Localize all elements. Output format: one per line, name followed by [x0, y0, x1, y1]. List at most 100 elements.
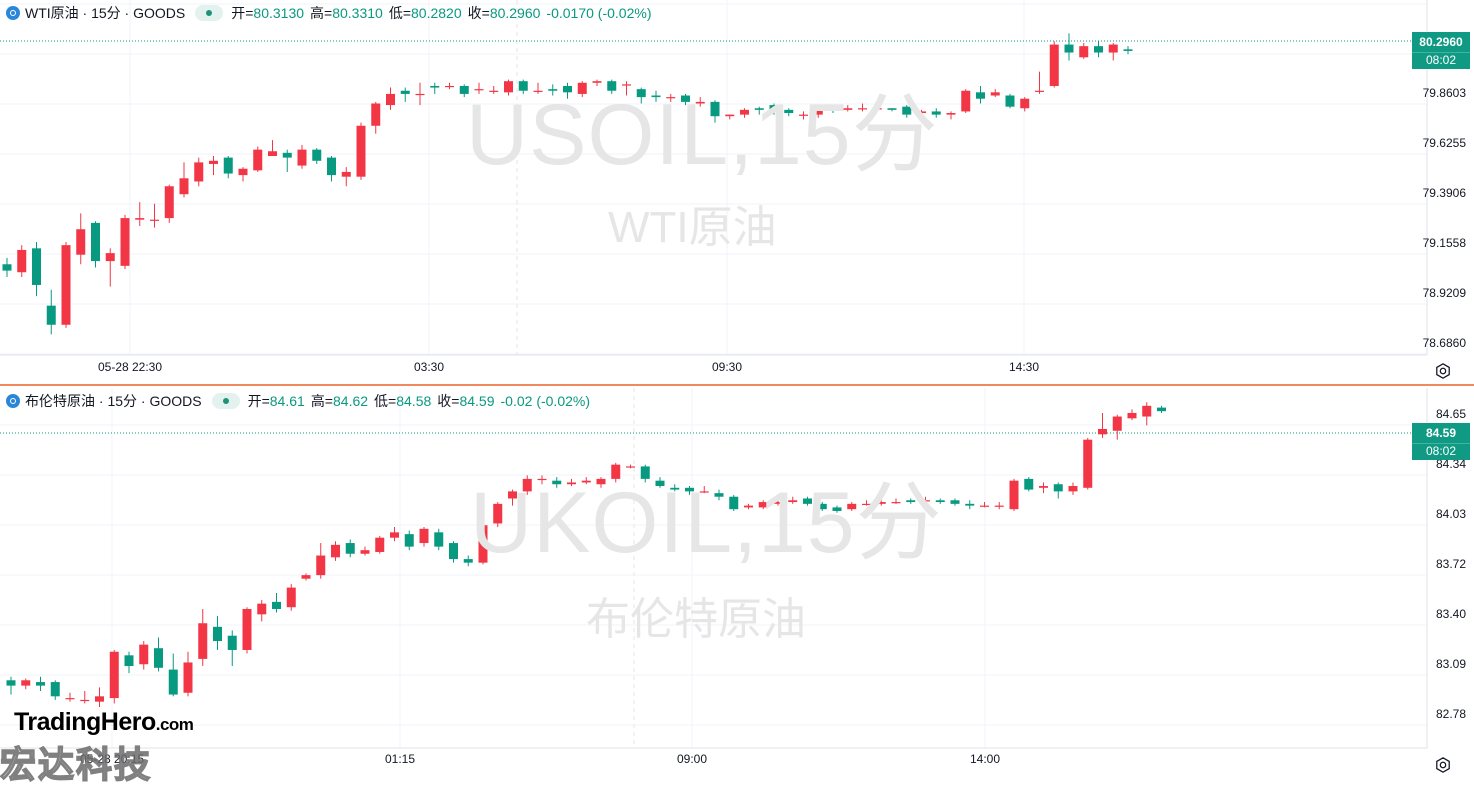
candle[interactable]: [533, 82, 543, 94]
candle[interactable]: [931, 108, 941, 118]
candle[interactable]: [950, 498, 960, 506]
candle[interactable]: [876, 498, 886, 506]
candle[interactable]: [522, 475, 532, 495]
candle[interactable]: [489, 85, 499, 94]
market-status-icon[interactable]: [211, 393, 240, 409]
candle[interactable]: [272, 592, 281, 613]
candle[interactable]: [80, 690, 90, 704]
candle[interactable]: [666, 93, 676, 102]
wti-candlestick-chart[interactable]: [0, 0, 1474, 384]
candle[interactable]: [1142, 402, 1152, 426]
candle[interactable]: [341, 167, 351, 187]
candle[interactable]: [242, 607, 252, 654]
candle[interactable]: [434, 528, 444, 551]
candle[interactable]: [17, 245, 27, 277]
candle[interactable]: [592, 79, 602, 86]
candle[interactable]: [685, 486, 694, 495]
candle[interactable]: [1020, 97, 1030, 112]
candle[interactable]: [139, 641, 149, 670]
candle[interactable]: [415, 82, 425, 106]
candle[interactable]: [921, 496, 930, 503]
candle[interactable]: [1098, 412, 1107, 438]
candle[interactable]: [758, 500, 768, 510]
candle[interactable]: [906, 498, 916, 504]
candle[interactable]: [1039, 482, 1048, 494]
candle[interactable]: [994, 502, 1004, 510]
candle[interactable]: [567, 478, 576, 487]
candle[interactable]: [91, 221, 100, 268]
candle[interactable]: [917, 109, 926, 118]
candle[interactable]: [817, 502, 827, 511]
candle[interactable]: [902, 105, 912, 118]
candle[interactable]: [356, 122, 366, 180]
candle[interactable]: [109, 649, 119, 704]
candle[interactable]: [445, 82, 454, 90]
candle[interactable]: [223, 156, 233, 179]
candle[interactable]: [1083, 437, 1093, 490]
candle[interactable]: [965, 500, 975, 510]
candle[interactable]: [799, 111, 808, 120]
candle[interactable]: [695, 97, 705, 107]
candle[interactable]: [655, 477, 665, 488]
candle[interactable]: [813, 106, 823, 118]
candle[interactable]: [1024, 477, 1034, 492]
candle[interactable]: [887, 108, 897, 112]
candle[interactable]: [740, 108, 749, 118]
candle[interactable]: [862, 500, 871, 506]
candle[interactable]: [150, 203, 159, 228]
candle[interactable]: [194, 157, 204, 187]
candle[interactable]: [1064, 33, 1074, 61]
candle[interactable]: [50, 680, 60, 700]
candle[interactable]: [980, 502, 989, 508]
candle[interactable]: [198, 608, 208, 667]
candle[interactable]: [312, 148, 322, 164]
candle[interactable]: [1009, 478, 1019, 511]
candle[interactable]: [828, 106, 838, 114]
candle[interactable]: [95, 687, 104, 708]
candle[interactable]: [375, 535, 385, 554]
candle[interactable]: [626, 464, 635, 469]
candle[interactable]: [478, 523, 488, 565]
candle[interactable]: [21, 678, 31, 690]
candle[interactable]: [474, 82, 484, 94]
candle[interactable]: [773, 500, 783, 506]
candle[interactable]: [253, 146, 263, 172]
candle[interactable]: [710, 100, 720, 123]
candle[interactable]: [179, 162, 189, 198]
candle[interactable]: [316, 543, 326, 579]
candle[interactable]: [1108, 42, 1118, 61]
candle[interactable]: [769, 103, 779, 115]
candle[interactable]: [622, 81, 631, 96]
candle[interactable]: [1035, 71, 1044, 94]
candle[interactable]: [46, 289, 56, 335]
candle[interactable]: [976, 85, 985, 104]
candle[interactable]: [891, 498, 901, 504]
symbol-icon[interactable]: [6, 6, 20, 20]
candle[interactable]: [61, 241, 71, 328]
candle[interactable]: [32, 241, 41, 297]
candle[interactable]: [990, 89, 1000, 98]
candle[interactable]: [1049, 41, 1059, 88]
candle[interactable]: [581, 477, 591, 485]
candle[interactable]: [282, 149, 292, 172]
candle[interactable]: [681, 93, 690, 106]
candle[interactable]: [725, 114, 735, 120]
candle[interactable]: [640, 464, 650, 483]
settings-gear-icon[interactable]: [1434, 362, 1452, 380]
candle[interactable]: [1094, 41, 1103, 58]
candle[interactable]: [1127, 409, 1137, 421]
symbol-label[interactable]: WTI原油 · 15分 · GOODS: [25, 5, 186, 21]
market-status-icon[interactable]: [195, 5, 224, 21]
candle[interactable]: [961, 89, 971, 114]
candle[interactable]: [1157, 405, 1166, 413]
candle[interactable]: [238, 167, 248, 182]
candle[interactable]: [183, 651, 193, 697]
candle[interactable]: [227, 630, 237, 667]
candle[interactable]: [1053, 482, 1063, 499]
candle[interactable]: [390, 527, 399, 542]
candle[interactable]: [729, 494, 739, 511]
settings-gear-icon[interactable]: [1434, 756, 1452, 774]
candle[interactable]: [754, 106, 764, 115]
candle[interactable]: [935, 498, 945, 504]
candle[interactable]: [400, 87, 410, 102]
